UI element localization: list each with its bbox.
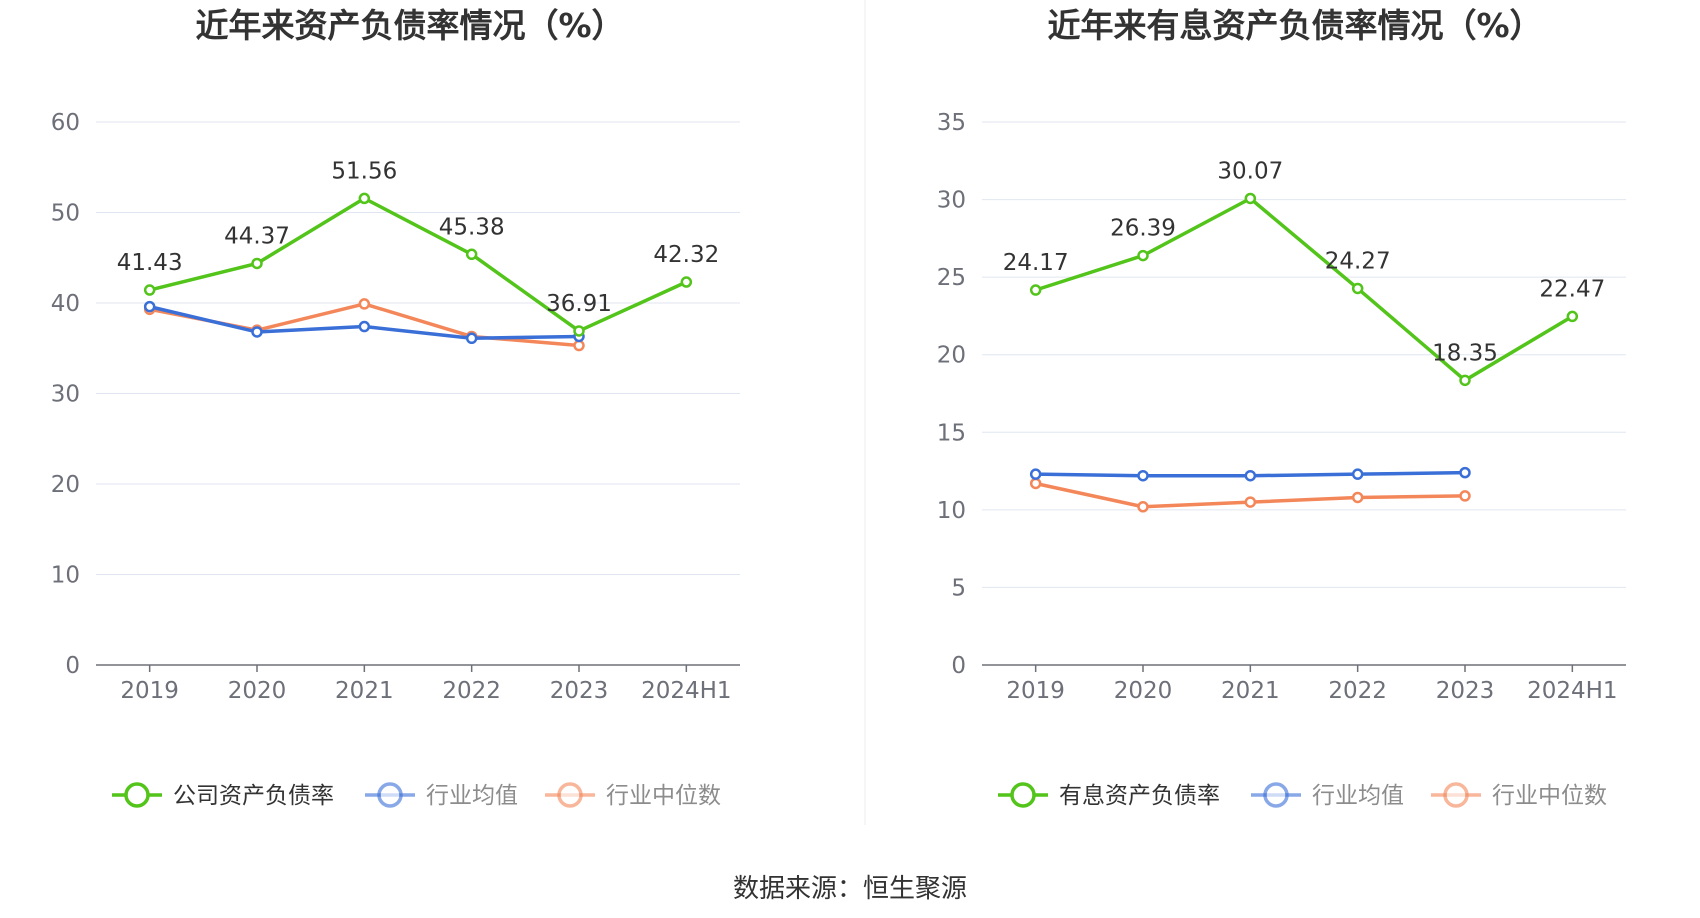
data-label: 30.07: [1217, 158, 1283, 184]
y-tick-label: 50: [51, 201, 80, 227]
y-tick-label: 0: [65, 653, 80, 679]
legend-item-3[interactable]: 行业中位数: [545, 782, 721, 809]
data-point[interactable]: [1029, 468, 1042, 480]
data-point[interactable]: [1137, 501, 1149, 513]
data-point[interactable]: [1459, 374, 1471, 387]
series-1: [143, 192, 693, 337]
legend-label: 公司资产负债率: [173, 783, 334, 809]
data-label: 26.39: [1110, 216, 1176, 242]
series-1: [1029, 192, 1579, 387]
data-point[interactable]: [251, 326, 263, 338]
legend-label: 行业中位数: [1492, 783, 1607, 809]
legend-item-1[interactable]: 公司资产负债率: [112, 782, 334, 809]
data-point[interactable]: [1137, 249, 1149, 262]
data-point[interactable]: [1244, 496, 1257, 508]
data-label: 22.47: [1539, 276, 1605, 302]
series-line: [1035, 196, 1574, 383]
legend-label: 行业均值: [426, 783, 518, 809]
y-tick-label: 30: [937, 188, 966, 214]
data-point[interactable]: [573, 325, 585, 337]
data-point[interactable]: [1459, 466, 1471, 479]
legend-marker: [1010, 782, 1036, 808]
x-tick-label: 2022: [442, 678, 501, 704]
legend-marker: [1263, 782, 1289, 808]
y-tick-label: 25: [937, 265, 966, 291]
series-2: [1029, 466, 1471, 482]
data-point[interactable]: [573, 339, 585, 352]
data-label: 24.27: [1325, 248, 1391, 274]
legend-item-2[interactable]: 行业均值: [365, 782, 518, 809]
series-3: [1029, 477, 1471, 513]
y-tick-label: 10: [51, 563, 80, 589]
y-tick-label: 15: [937, 420, 966, 446]
y-tick-label: 0: [951, 653, 966, 679]
x-tick-label: 2024H1: [1527, 678, 1617, 704]
data-point[interactable]: [1351, 468, 1364, 480]
data-point[interactable]: [1137, 469, 1149, 482]
x-tick-label: 2023: [1436, 678, 1495, 704]
y-tick-label: 5: [951, 575, 966, 601]
data-point[interactable]: [465, 248, 478, 261]
data-point[interactable]: [358, 320, 371, 333]
series-2: [143, 300, 585, 345]
legend-item-1[interactable]: 有息资产负债率: [998, 782, 1220, 809]
x-tick-label: 2019: [1006, 678, 1065, 704]
legend-label: 行业中位数: [606, 783, 721, 809]
chart-title: 近年来资产负债率情况（%）: [195, 6, 624, 45]
y-tick-label: 35: [937, 110, 966, 136]
data-point[interactable]: [143, 300, 156, 313]
data-label: 45.38: [439, 214, 505, 240]
x-tick-label: 2022: [1328, 678, 1387, 704]
legend-marker: [1443, 782, 1469, 808]
data-point[interactable]: [1029, 477, 1042, 490]
x-tick-label: 2021: [1221, 678, 1280, 704]
data-label: 51.56: [331, 158, 397, 184]
x-tick-label: 2021: [335, 678, 394, 704]
x-tick-label: 2020: [1114, 678, 1173, 704]
data-label: 36.91: [546, 291, 612, 317]
data-point[interactable]: [1029, 284, 1042, 296]
x-tick-label: 2023: [550, 678, 609, 704]
data-point[interactable]: [1459, 490, 1471, 502]
legend-marker: [377, 782, 403, 808]
data-point[interactable]: [358, 192, 371, 205]
data-point[interactable]: [358, 298, 371, 310]
data-source: 数据来源：恒生聚源: [732, 874, 967, 904]
legend-label: 行业均值: [1312, 783, 1404, 809]
legend-marker: [557, 782, 583, 808]
data-point[interactable]: [1244, 192, 1257, 205]
y-tick-label: 20: [937, 343, 966, 369]
chart-2: 近年来有息资产负债率情况（%） 0 5 10 15 20 25 30 35 2019 2020 202…: [937, 6, 1626, 809]
data-point[interactable]: [1351, 491, 1364, 504]
data-point[interactable]: [1566, 310, 1579, 323]
y-tick-label: 10: [937, 498, 966, 524]
data-point[interactable]: [1244, 469, 1257, 482]
data-label: 44.37: [224, 223, 290, 249]
data-point[interactable]: [680, 276, 693, 288]
data-point[interactable]: [251, 257, 263, 270]
legend-label: 有息资产负债率: [1059, 783, 1220, 809]
series-line: [149, 196, 688, 333]
x-tick-label: 2019: [120, 678, 179, 704]
data-point[interactable]: [143, 284, 156, 296]
legend-marker: [124, 782, 150, 808]
y-tick-label: 40: [51, 291, 80, 317]
legend-item-2[interactable]: 行业均值: [1251, 782, 1404, 809]
data-label: 18.35: [1432, 340, 1498, 366]
data-point[interactable]: [1351, 282, 1364, 295]
y-tick-label: 20: [51, 472, 80, 498]
data-label: 24.17: [1003, 250, 1069, 276]
legend-item-3[interactable]: 行业中位数: [1431, 782, 1607, 809]
data-label: 41.43: [117, 250, 183, 276]
chart-title: 近年来有息资产负债率情况（%）: [1047, 6, 1542, 45]
data-label: 42.32: [653, 242, 719, 268]
y-tick-label: 30: [51, 382, 80, 408]
x-tick-label: 2020: [228, 678, 287, 704]
data-point[interactable]: [465, 332, 478, 345]
x-tick-label: 2024H1: [641, 678, 731, 704]
y-tick-label: 60: [51, 110, 80, 136]
chart-1: 近年来资产负债率情况（%） 0 10 20 30 40 50 60 2019 2020 2021 20…: [51, 6, 740, 809]
